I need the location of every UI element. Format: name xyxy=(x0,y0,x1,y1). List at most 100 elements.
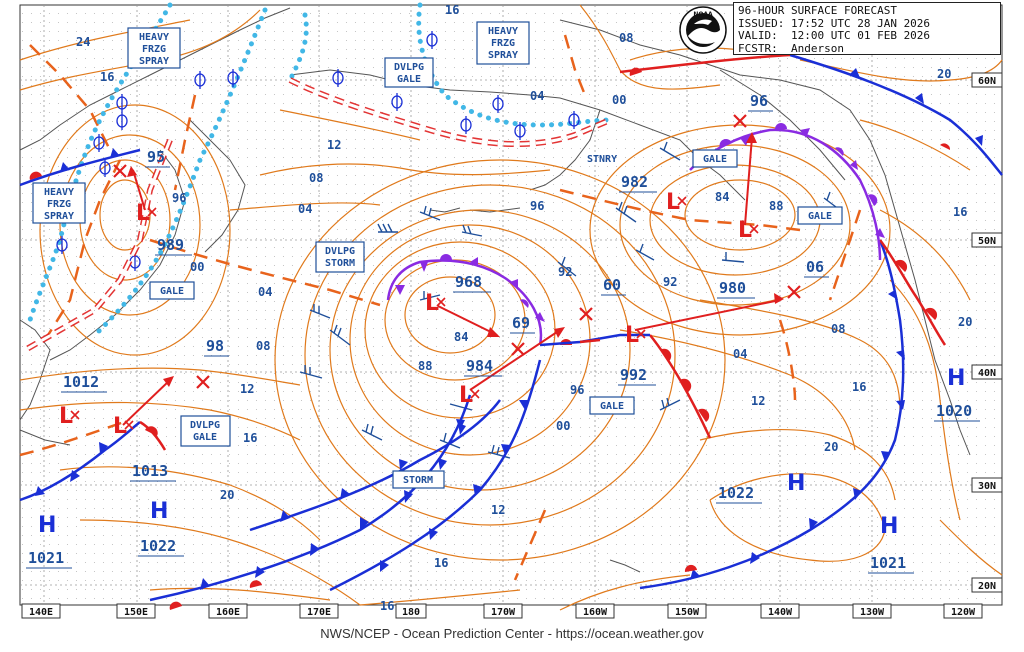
svg-text:L: L xyxy=(666,190,680,215)
svg-text:DVLPG: DVLPG xyxy=(325,246,355,257)
svg-text:130W: 130W xyxy=(860,607,885,618)
isobar-labels: 24 16 16 08 04 00 12 08 04 00 96 96 92 9… xyxy=(76,3,972,613)
pressure-h-1021-e: 1021 xyxy=(870,554,906,572)
forecast-header: 96-HOUR SURFACE FORECAST ISSUED: 17:52 U… xyxy=(733,2,1001,55)
svg-text:FRZG: FRZG xyxy=(491,38,515,49)
cold-front-pips xyxy=(35,68,983,590)
isobar-label: 12 xyxy=(491,503,505,517)
forecast-positions xyxy=(113,114,801,389)
isobar-label: 08 xyxy=(831,322,845,336)
pressure-h-1020: 1020 xyxy=(936,402,972,420)
isobar-label: 08 xyxy=(619,31,633,45)
svg-text:160W: 160W xyxy=(583,607,608,618)
svg-text:150E: 150E xyxy=(124,607,148,618)
developing-gale-area-inner xyxy=(24,78,611,352)
svg-text:60N: 60N xyxy=(978,76,996,87)
isobar-label: 16 xyxy=(380,599,394,613)
svg-text:170W: 170W xyxy=(491,607,516,618)
svg-text:40N: 40N xyxy=(978,368,996,379)
pressure-values: 1021 1022 1022 1021 1020 989 1013 984 99… xyxy=(26,92,980,574)
forecaster: FCSTR: Anderson xyxy=(738,41,844,55)
isobar-label: 00 xyxy=(612,93,626,107)
svg-text:HEAVY: HEAVY xyxy=(488,26,518,37)
pressure-label-98: 98 xyxy=(206,337,224,355)
pressure-label-968: 968 xyxy=(455,273,482,291)
pressure-label-982: 982 xyxy=(621,173,648,191)
svg-text:FRZG: FRZG xyxy=(142,44,166,55)
svg-text:L: L xyxy=(625,323,639,348)
pressure-l-992: 992 xyxy=(620,366,647,384)
svg-text:L: L xyxy=(136,201,150,226)
cold-fronts xyxy=(19,53,1003,602)
isobar-label: 04 xyxy=(298,202,312,216)
isobar-label: 88 xyxy=(418,359,432,373)
isobar-label: 04 xyxy=(530,89,544,103)
svg-text:120W: 120W xyxy=(951,607,976,618)
isobar-label: 24 xyxy=(76,35,90,49)
pressure-l-989: 989 xyxy=(157,236,184,254)
isobars xyxy=(19,4,1003,611)
isobar-label: 16 xyxy=(243,431,257,445)
svg-text:170E: 170E xyxy=(307,607,331,618)
isobar-label: 84 xyxy=(454,330,468,344)
pressure-h-1022-c: 1022 xyxy=(718,484,754,502)
pressure-label-96: 96 xyxy=(750,92,768,110)
svg-text:GALE: GALE xyxy=(397,74,421,85)
isobar-label: 04 xyxy=(258,285,272,299)
svg-text:30N: 30N xyxy=(978,481,996,492)
storm-tracks xyxy=(122,136,781,426)
svg-text:DVLPG: DVLPG xyxy=(190,420,220,431)
svg-text:50N: 50N xyxy=(978,236,996,247)
pressure-l-1013: 1013 xyxy=(132,462,168,480)
isobar-label: 96 xyxy=(530,199,544,213)
isobar-label: 84 xyxy=(715,190,729,204)
svg-text:160E: 160E xyxy=(216,607,240,618)
credit-line: NWS/NCEP - Ocean Prediction Center - htt… xyxy=(320,626,704,641)
svg-text:FRZG: FRZG xyxy=(47,199,71,210)
svg-text:20N: 20N xyxy=(978,581,996,592)
isobar-label: 16 xyxy=(852,380,866,394)
warning-gale-2: GALE xyxy=(692,149,738,168)
isobar-label: 20 xyxy=(937,67,951,81)
graticule xyxy=(20,5,1002,605)
isobar-label: 20 xyxy=(958,315,972,329)
isobar-label: 16 xyxy=(953,205,967,219)
svg-text:150W: 150W xyxy=(675,607,700,618)
svg-text:H: H xyxy=(947,366,965,391)
pressure-l-984: 984 xyxy=(466,357,493,375)
warning-heavy-frzg-spray-3: HEAVY FRZG SPRAY xyxy=(32,182,86,224)
issued-time: ISSUED: 17:52 UTC 28 JAN 2026 xyxy=(738,16,931,30)
warning-dvlpg-storm: DVLPG STORM xyxy=(315,241,365,273)
occluded-front-pips xyxy=(395,123,885,322)
isobar-label: 96 xyxy=(570,383,584,397)
svg-text:140W: 140W xyxy=(768,607,793,618)
high-center-markers: H H H H H xyxy=(38,366,965,539)
noaa-logo: NOAA xyxy=(679,6,727,54)
pressure-label-06: 06 xyxy=(806,258,824,276)
troughs xyxy=(19,34,862,581)
warning-gale-1: GALE xyxy=(149,281,195,300)
isobar-label: 88 xyxy=(769,199,783,213)
warning-storm: STORM xyxy=(392,470,445,489)
warning-heavy-frzg-spray-1: HEAVY FRZG SPRAY xyxy=(127,27,181,69)
svg-text:L: L xyxy=(113,414,127,439)
warning-boxes: HEAVY FRZG SPRAY HEAVY FRZG SPRAY HEAVY … xyxy=(32,21,843,489)
svg-text:H: H xyxy=(880,514,898,539)
svg-text:STORM: STORM xyxy=(403,475,433,486)
svg-text:SPRAY: SPRAY xyxy=(139,56,169,67)
latitude-labels: 60N 50N 40N 30N 20N xyxy=(971,72,1003,593)
warning-dvlpg-gale-1: DVLPG GALE xyxy=(384,57,434,88)
storm-track-heads xyxy=(127,132,784,387)
isobar-label: 16 xyxy=(100,70,114,84)
svg-text:SPRAY: SPRAY xyxy=(44,211,74,222)
warm-front-pips xyxy=(29,67,951,610)
isobar-label: 96 xyxy=(172,191,186,205)
stationary-front xyxy=(539,333,650,347)
warning-heavy-frzg-spray-2: HEAVY FRZG SPRAY xyxy=(476,21,530,65)
svg-text:L: L xyxy=(425,291,439,316)
wind-barbs xyxy=(299,141,841,459)
isobar-label: 04 xyxy=(733,347,747,361)
front-label-stnry: STNRY xyxy=(587,154,617,165)
pressure-label-69: 69 xyxy=(512,314,530,332)
